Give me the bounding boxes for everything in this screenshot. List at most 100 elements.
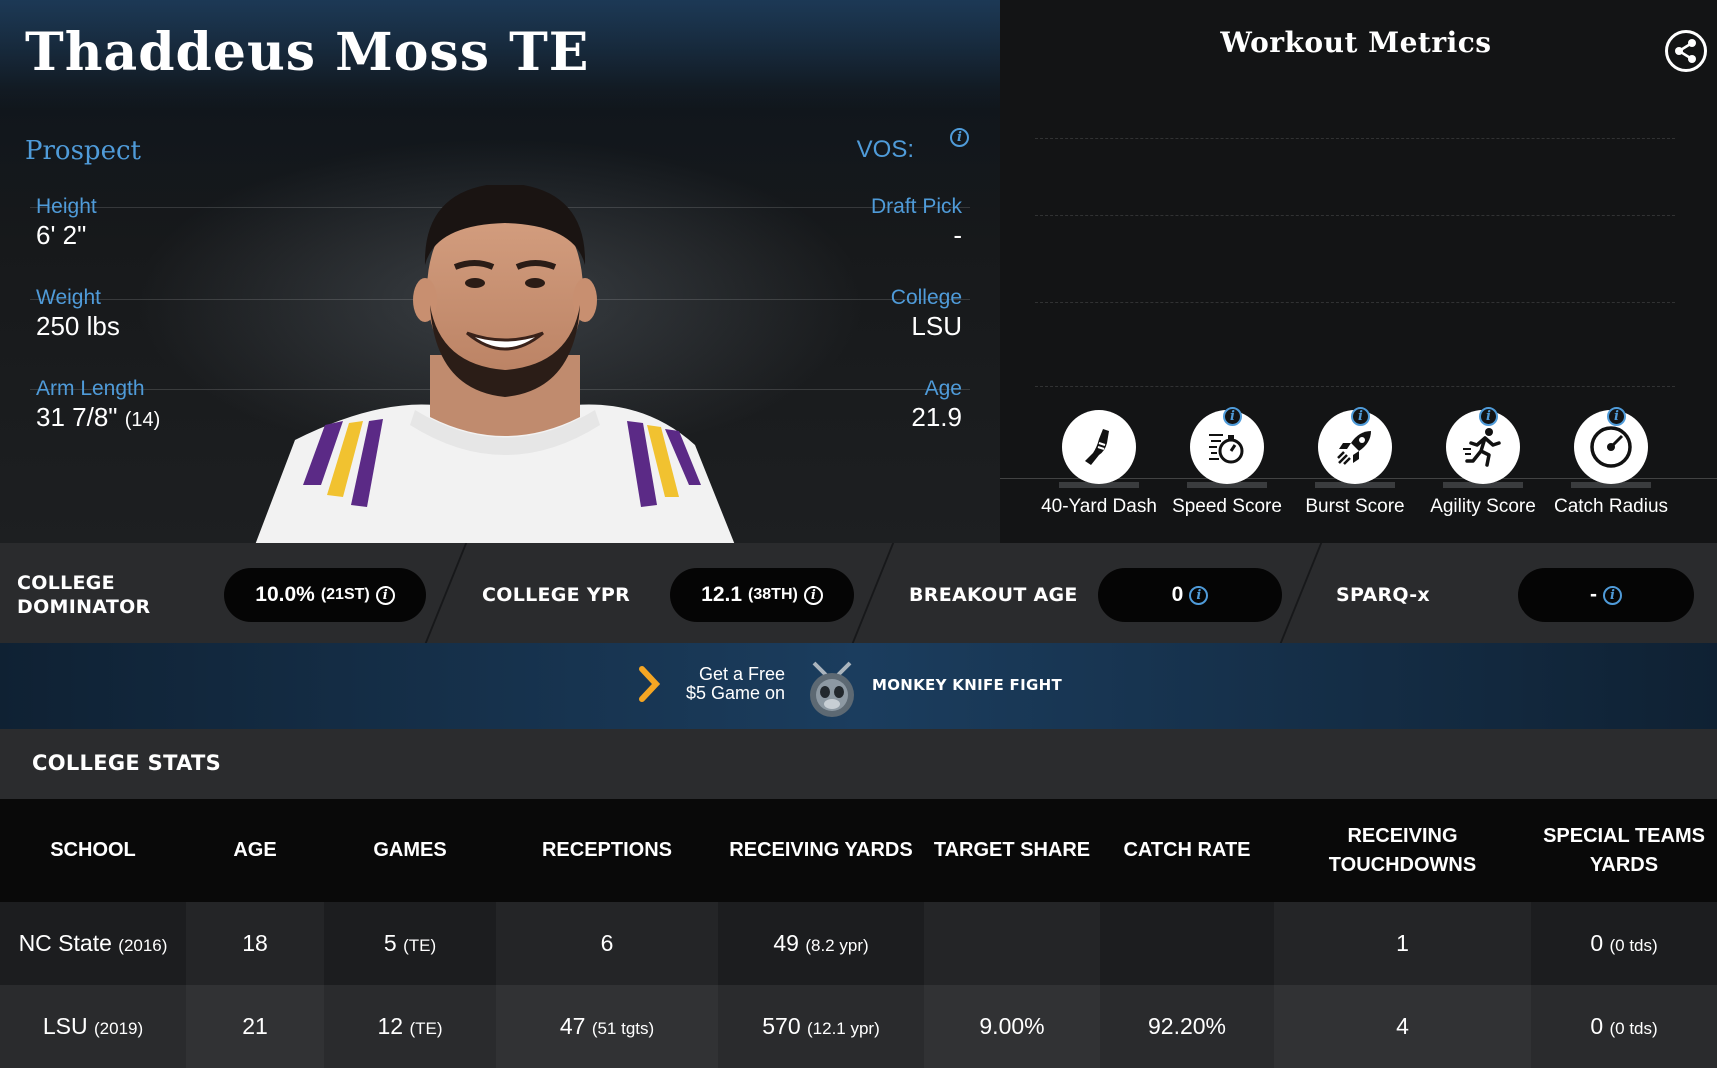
sparq-x-label: SPARQ-x (1336, 584, 1430, 606)
chart-gridline (1035, 302, 1675, 303)
catch-radius-info-icon[interactable]: i (1607, 407, 1626, 426)
shoe-icon (1085, 429, 1109, 465)
column-header: SCHOOL (0, 799, 186, 902)
attribute-label: Age (924, 377, 962, 400)
column-header: RECEIVING TOUCHDOWNS (1274, 799, 1531, 902)
age-cell: 18 (186, 902, 324, 985)
workout-metrics-title: Workout Metrics (1220, 26, 1492, 59)
player-name: Thaddeus Moss TE (25, 22, 590, 83)
college-ypr-value: 12.1 (38TH) i (670, 568, 854, 622)
college-stats-header: COLLEGE STATS (0, 729, 1717, 799)
school-cell: LSU (2019) (0, 985, 186, 1068)
receiving-yards-cell: 49 (8.2 ypr) (718, 902, 924, 985)
breakout-age-info-icon[interactable]: i (1189, 585, 1209, 605)
chevron-right-icon (639, 666, 661, 702)
catch-rate-cell (1100, 902, 1274, 985)
metric-separator (1279, 543, 1323, 643)
promo-brand: MONKEY KNIFE FIGHT (872, 676, 1062, 694)
rocket-icon (1337, 431, 1371, 465)
school-cell: NC State (2016) (0, 902, 186, 985)
attribute-value: 6' 2" (36, 220, 87, 250)
metric-burst-score[interactable]: i Burst Score (1285, 407, 1425, 518)
promo-banner[interactable]: Get a Free $5 Game on MONKEY KNIFE FIGHT (0, 643, 1717, 729)
breakout-age-label: BREAKOUT AGE (909, 584, 1078, 606)
college-stats-table: SCHOOL AGE GAMES RECEPTIONS RECEIVING YA… (0, 799, 1717, 1068)
receptions-cell: 47 (51 tgts) (496, 985, 718, 1068)
metric-rank: (38TH) (748, 586, 798, 603)
metric-separator (424, 543, 468, 643)
player-profile-panel: Thaddeus Moss TE Prospect VOS: i (0, 0, 1000, 543)
attribute-label: Height (36, 195, 97, 218)
arm-length-attribute: Arm Length 31 7/8" (14) (36, 376, 160, 435)
player-status: Prospect (25, 136, 141, 166)
share-button[interactable] (1665, 30, 1707, 72)
sparq-x-value: - i (1518, 568, 1694, 622)
metric-bar (1059, 482, 1139, 488)
college-dominator-info-icon[interactable]: i (375, 585, 395, 605)
metric-bar (1571, 482, 1651, 488)
metric-bar (1187, 482, 1267, 488)
metric-speed-score[interactable]: i Speed Score (1157, 407, 1297, 518)
metric-bar (1443, 482, 1523, 488)
workout-metrics-panel: Workout Metrics 40-Yard Dash (1000, 0, 1717, 543)
college-ypr-label: COLLEGE YPR (482, 584, 631, 606)
attribute-value: 250 lbs (36, 311, 120, 341)
chart-gridline (1035, 138, 1675, 139)
promo-line: $5 Game on (685, 683, 785, 703)
college-ypr-info-icon[interactable]: i (803, 585, 823, 605)
burst-score-info-icon[interactable]: i (1351, 407, 1370, 426)
metric-40-yard-dash[interactable]: 40-Yard Dash (1029, 410, 1169, 518)
metric-rank: (21ST) (320, 586, 370, 603)
attribute-label: Arm Length (36, 377, 145, 400)
metric-label: Agility Score (1430, 496, 1536, 517)
catch-rate-cell: 92.20% (1100, 985, 1274, 1068)
metric-icon-circle: i (1446, 407, 1520, 484)
metric-icon-circle: i (1574, 407, 1648, 484)
column-header: RECEIVING YARDS (718, 799, 924, 902)
metric-agility-score[interactable]: i Agility Score (1413, 407, 1553, 518)
chart-gridline (1035, 215, 1675, 216)
attribute-value: 31 7/8" (14) (36, 402, 161, 432)
metric-catch-radius[interactable]: i Catch Radius (1541, 407, 1681, 518)
metric-separator (851, 543, 895, 643)
target-share-cell (924, 902, 1100, 985)
promo-line: Get a Free (698, 664, 785, 684)
target-icon (1590, 426, 1632, 468)
stopwatch-icon (1209, 434, 1244, 464)
special-teams-yards-cell: 0 (0 tds) (1531, 985, 1717, 1068)
agility-score-info-icon[interactable]: i (1479, 407, 1498, 426)
metric-label: Catch Radius (1553, 496, 1669, 517)
metric-label: 40-Yard Dash (1041, 496, 1157, 517)
advanced-metrics-bar: COLLEGE DOMINATOR 10.0% (21ST) i COLLEGE … (0, 543, 1717, 643)
age-attribute: Age 21.9 (911, 376, 962, 432)
speed-score-info-icon[interactable]: i (1223, 407, 1242, 426)
chart-gridline (1035, 386, 1675, 387)
metric-label: Burst Score (1305, 496, 1405, 517)
college-stats-title: COLLEGE STATS (32, 751, 222, 775)
column-header: AGE (186, 799, 324, 902)
metric-bar (1315, 482, 1395, 488)
attribute-label: College (890, 286, 962, 309)
table-row: LSU (2019) 21 12 (TE) 47 (51 tgts) 570 (… (0, 985, 1717, 1068)
draft-pick-attribute: Draft Pick - (871, 194, 962, 250)
vos-info-icon[interactable]: i (950, 128, 969, 147)
column-header: CATCH RATE (1100, 799, 1274, 902)
table-header-row: SCHOOL AGE GAMES RECEPTIONS RECEIVING YA… (0, 799, 1717, 902)
attribute-value: LSU (911, 311, 962, 341)
weight-attribute: Weight 250 lbs (36, 285, 120, 341)
receiving-touchdowns-cell: 1 (1274, 902, 1531, 985)
attribute-label: Draft Pick (870, 195, 962, 218)
college-dominator-value: 10.0% (21ST) i (224, 568, 426, 622)
arm-length-rank: (14) (124, 409, 161, 431)
college-dominator-label: COLLEGE DOMINATOR (17, 572, 151, 618)
breakout-age-value: 0 i (1098, 568, 1282, 622)
player-photo (255, 185, 735, 543)
college-attribute: College LSU (891, 285, 962, 341)
promo-text: Get a Free $5 Game on (665, 665, 785, 703)
target-share-cell: 9.00% (924, 985, 1100, 1068)
column-header: GAMES (324, 799, 496, 902)
age-cell: 21 (186, 985, 324, 1068)
monkey-knife-fight-logo (810, 661, 854, 717)
attribute-value: - (953, 220, 962, 250)
sparq-x-info-icon[interactable]: i (1603, 585, 1622, 605)
